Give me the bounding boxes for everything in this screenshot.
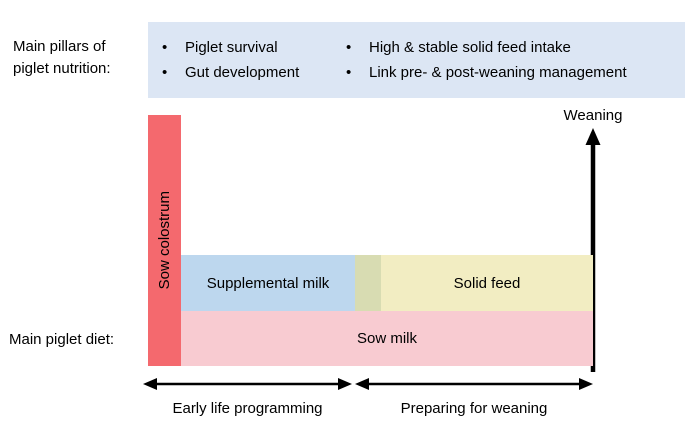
sow-colostrum-bar: Sow colostrum (148, 115, 181, 366)
sow-milk-label: Sow milk (356, 330, 417, 347)
transition-box (355, 255, 381, 311)
sow-milk-box: Sow milk (181, 311, 593, 366)
supplemental-milk-box: Supplemental milk (181, 255, 355, 311)
phase-label-early-life: Early life programming (172, 400, 323, 417)
weaning-label: Weaning (563, 107, 623, 124)
bullet-icon (346, 60, 369, 85)
pillar-text: Piglet survival (185, 39, 278, 56)
phase-label-preparing-weaning: Preparing for weaning (400, 400, 548, 417)
solid-feed-box: Solid feed (381, 255, 593, 311)
main-diet-label: Main piglet diet: (9, 331, 115, 348)
phase-arrow-left-icon (143, 378, 352, 390)
phase-arrow-right-icon (355, 378, 593, 390)
pillar-text: Gut development (185, 64, 300, 81)
bullet-icon (162, 35, 185, 60)
weaning-arrow-icon (585, 128, 601, 372)
solid-feed-label: Solid feed (453, 274, 521, 292)
pillar-item: Piglet survival (162, 35, 346, 60)
bullet-icon (346, 35, 369, 60)
pillar-item: High & stable solid feed intake (346, 35, 627, 60)
pillars-column-left: Piglet survival Gut development (162, 35, 346, 98)
bullet-icon (162, 60, 185, 85)
pillar-text: High & stable solid feed intake (369, 39, 571, 56)
pillar-item: Gut development (162, 60, 346, 85)
pillars-title-line1: Main pillars of (13, 38, 106, 55)
pillar-text: Link pre- & post-weaning management (369, 64, 627, 81)
pillars-title-line2: piglet nutrition: (13, 60, 111, 77)
pillars-column-right: High & stable solid feed intake Link pre… (346, 35, 627, 98)
sow-colostrum-label: Sow colostrum (156, 191, 173, 290)
pillars-panel: Piglet survival Gut development High & s… (148, 22, 685, 98)
supplemental-milk-label: Supplemental milk (206, 274, 330, 292)
pillar-item: Link pre- & post-weaning management (346, 60, 627, 85)
pillars-title: Main pillars of piglet nutrition: (13, 36, 111, 80)
